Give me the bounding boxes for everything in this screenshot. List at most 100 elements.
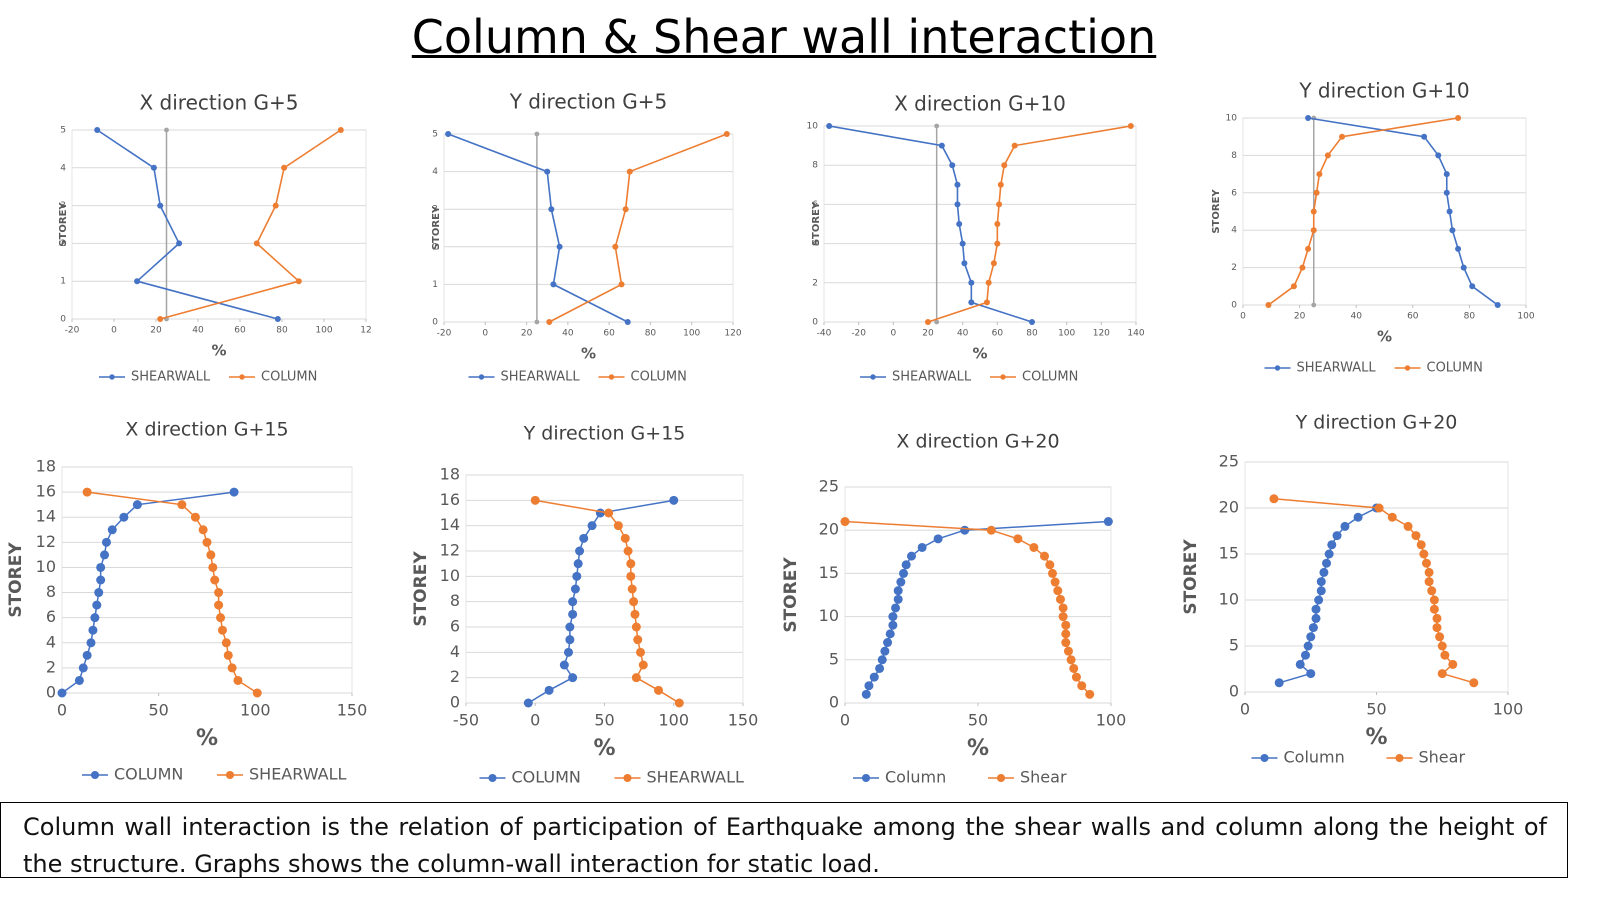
- point: [674, 698, 684, 708]
- y-tick-label: 10: [36, 557, 56, 576]
- point: [1313, 189, 1320, 196]
- point: [633, 635, 643, 645]
- x-tick-label: 150: [728, 711, 759, 730]
- point: [1305, 115, 1312, 121]
- y-tick-label: 4: [46, 632, 56, 651]
- point: [1416, 540, 1426, 550]
- x-tick-label: 40: [562, 329, 574, 339]
- reference-end: [934, 123, 940, 129]
- point: [954, 201, 961, 208]
- legend-marker: [1000, 374, 1006, 380]
- point: [1071, 672, 1081, 682]
- point: [891, 603, 901, 613]
- legend-label: SHEARWALL: [249, 765, 347, 784]
- point: [1319, 567, 1329, 577]
- x-axis-label: %: [211, 342, 226, 360]
- x-tick-label: 150: [337, 701, 368, 720]
- x-axis-label: %: [967, 736, 989, 761]
- point: [1449, 227, 1456, 234]
- plot-area: [61, 466, 353, 694]
- point: [1427, 586, 1437, 596]
- plot-area: [443, 133, 734, 323]
- x-tick-label: 120: [1093, 329, 1110, 339]
- point: [925, 319, 931, 325]
- y-tick-label: 10: [1226, 114, 1238, 124]
- point: [1050, 577, 1060, 587]
- point: [1403, 521, 1413, 531]
- legend-label: SHEARWALL: [1297, 361, 1377, 376]
- x-tick-label: 0: [1240, 312, 1246, 322]
- y-axis-label: STOREY: [411, 551, 431, 627]
- point: [631, 673, 641, 683]
- point: [134, 278, 141, 285]
- point: [94, 588, 104, 598]
- point: [1411, 531, 1421, 541]
- y-tick-label: 0: [1231, 301, 1237, 311]
- x-axis-label: %: [196, 726, 218, 751]
- point: [861, 689, 871, 699]
- point: [1332, 531, 1342, 541]
- point: [295, 278, 302, 285]
- y-tick-label: 12: [440, 541, 460, 560]
- reference-end: [164, 127, 169, 133]
- y-tick-label: 4: [812, 239, 818, 249]
- point: [638, 660, 648, 670]
- point: [1311, 613, 1321, 623]
- point: [1303, 641, 1313, 651]
- point: [208, 562, 218, 572]
- series-line: [548, 133, 728, 323]
- x-tick-label: 50: [594, 711, 614, 730]
- point: [214, 588, 224, 598]
- x-tick-label: -40: [817, 329, 832, 339]
- point: [959, 240, 966, 247]
- legend-label: SHEARWALL: [131, 370, 211, 385]
- point: [960, 525, 970, 535]
- point: [626, 168, 633, 175]
- point: [968, 279, 975, 286]
- point: [933, 534, 943, 544]
- point: [548, 206, 555, 213]
- point: [869, 672, 879, 682]
- point: [88, 625, 98, 635]
- legend-marker: [90, 770, 100, 780]
- y-tick-label: 2: [46, 657, 56, 676]
- point: [968, 299, 975, 306]
- y-tick-label: 8: [1231, 151, 1237, 161]
- point: [1055, 594, 1065, 604]
- point: [1310, 208, 1317, 215]
- point: [530, 495, 540, 505]
- point: [885, 629, 895, 639]
- chart-title: Y direction G+15: [523, 423, 686, 445]
- legend-marker: [225, 770, 235, 780]
- point: [57, 688, 67, 698]
- x-tick-label: 0: [890, 329, 896, 339]
- point: [1061, 620, 1071, 630]
- y-axis-label: STOREY: [6, 542, 26, 618]
- point: [604, 508, 614, 518]
- point: [214, 600, 224, 610]
- series-line: [1307, 117, 1499, 306]
- legend-marker: [109, 374, 115, 380]
- point: [888, 612, 898, 622]
- plot-area: [465, 474, 744, 704]
- point: [1069, 663, 1079, 673]
- x-tick-label: 0: [1240, 700, 1250, 719]
- point: [618, 281, 625, 288]
- point: [573, 559, 583, 569]
- point: [176, 240, 183, 247]
- point: [997, 181, 1004, 188]
- point: [613, 521, 623, 531]
- point: [917, 542, 927, 552]
- point: [281, 164, 288, 171]
- y-tick-label: 2: [812, 278, 818, 288]
- point: [1311, 604, 1321, 614]
- y-tick-label: 15: [819, 563, 839, 582]
- y-tick-label: 18: [36, 457, 56, 476]
- point: [1432, 623, 1442, 633]
- point: [90, 613, 100, 623]
- point: [217, 625, 227, 635]
- x-tick-label: 100: [683, 329, 700, 339]
- point: [1443, 171, 1450, 178]
